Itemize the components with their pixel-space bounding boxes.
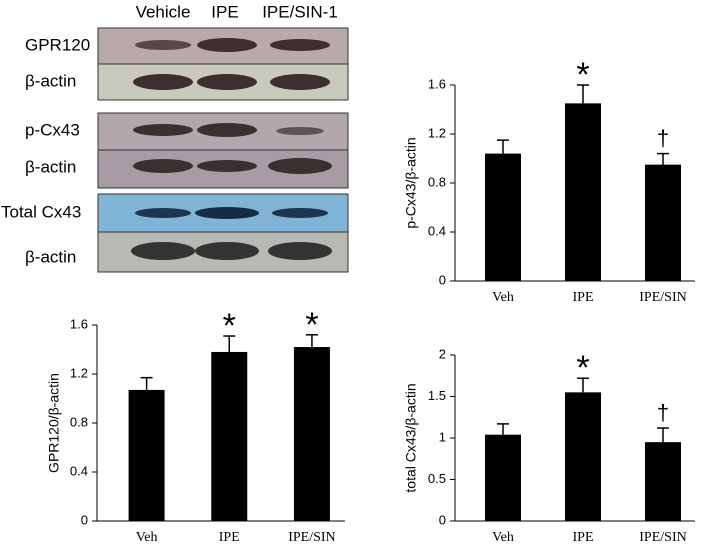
y-tick-label: 1.2 [70, 365, 88, 380]
bar [645, 442, 681, 521]
y-axis-label: GPR120/β-actin [46, 373, 62, 473]
significance-mark: * [305, 306, 318, 344]
bar [565, 103, 601, 281]
x-tick-label: Veh [136, 530, 158, 545]
blot-column-label: Vehicle [136, 2, 191, 21]
blot-column-label: IPE/SIN-1 [262, 2, 338, 21]
blot-bands [131, 38, 332, 260]
bar [645, 164, 681, 281]
x-tick-label: IPE [219, 530, 240, 545]
bar [485, 434, 521, 521]
x-tick-label: IPE [573, 290, 594, 305]
y-tick-label: 1 [439, 429, 446, 444]
bar-chart: GPR120/β-actin 0 0.4 0.8 1.2 1.6 Veh IPE * IPE/SI… [46, 306, 345, 545]
significance-mark: * [576, 56, 589, 94]
y-tick-label: 1.5 [428, 388, 446, 403]
y-tick-label: 0.5 [428, 471, 446, 486]
x-tick-label: Veh [492, 290, 514, 305]
y-tick-label: 1.2 [428, 125, 446, 140]
bar-chart: p-Cx43/β-actin 0 0.4 0.8 1.2 1.6 Veh IPE * IPE/SI… [403, 56, 695, 305]
blot-row-label: Total Cx43 [1, 202, 81, 221]
blot-column-label: IPE [211, 2, 238, 21]
bar [485, 153, 521, 281]
blot-row-label: β-actin [25, 247, 76, 266]
significance-mark: * [576, 349, 589, 387]
western-blots: Vehicle IPE IPE/SIN-1 GPR120 β-actin p-C… [1, 2, 349, 273]
y-tick-label: 0.8 [70, 414, 88, 429]
bar-chart: total Cx43/β-actin 0 0.5 1 1.5 2 Veh IPE * IPE/SI… [403, 346, 695, 545]
blot-row-label: β-actin [25, 71, 76, 90]
x-tick-label: IPE/SIN [639, 530, 686, 545]
y-tick-label: 0 [81, 512, 88, 527]
y-tick-label: 0 [439, 512, 446, 527]
bar [211, 351, 248, 521]
bar [565, 392, 601, 521]
y-axis-label: p-Cx43/β-actin [403, 137, 419, 228]
significance-mark: † [657, 400, 669, 425]
y-tick-label: 0.4 [428, 223, 446, 238]
bar [128, 389, 165, 521]
x-tick-label: IPE/SIN [288, 530, 335, 545]
blot-row-label: p-Cx43 [25, 120, 80, 139]
y-axis-label: total Cx43/β-actin [403, 383, 419, 492]
x-tick-label: Veh [492, 530, 514, 545]
x-tick-label: IPE/SIN [639, 290, 686, 305]
bar [293, 347, 330, 521]
y-tick-label: 2 [439, 346, 446, 361]
y-tick-label: 1.6 [70, 316, 88, 331]
x-tick-label: IPE [573, 530, 594, 545]
significance-mark: * [223, 307, 236, 345]
blot-row-label: GPR120 [25, 35, 90, 54]
significance-mark: † [657, 125, 669, 150]
y-tick-label: 0.4 [70, 463, 88, 478]
y-tick-label: 0.8 [428, 174, 446, 189]
y-tick-label: 1.6 [428, 76, 446, 91]
blot-row-label: β-actin [25, 157, 76, 176]
y-tick-label: 0 [439, 272, 446, 287]
